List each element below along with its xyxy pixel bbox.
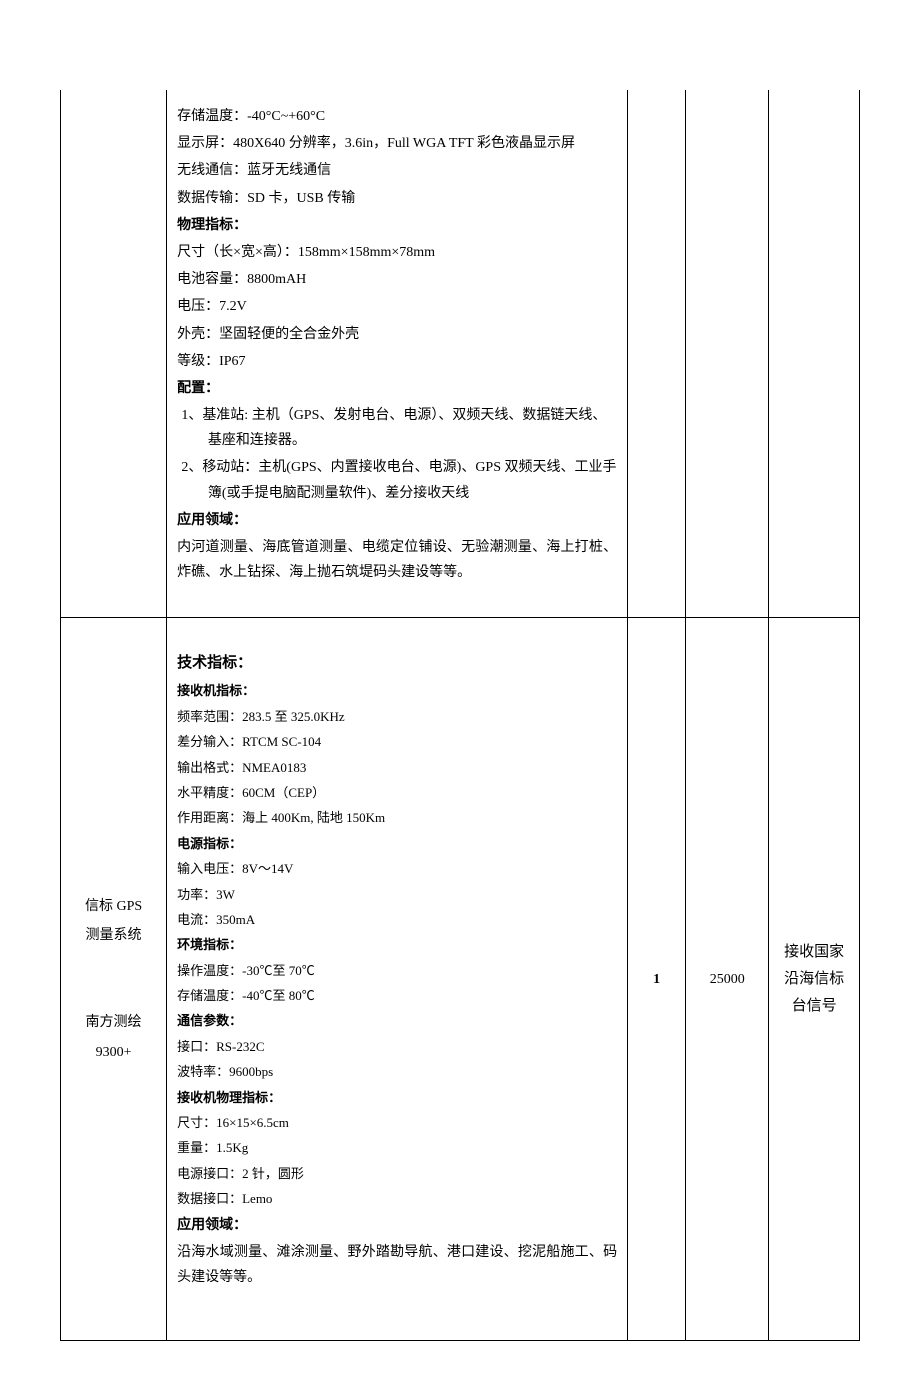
config1-label: 1、 (181, 408, 202, 423)
spec-table: 存储温度：-40°C~+60°C显示屏：480X640 分辨率，3.6in，Fu… (60, 90, 860, 1341)
spec-line: 显示屏：480X640 分辨率，3.6in，Full WGA TFT 彩色液晶显… (177, 131, 617, 156)
spec-line: 存储温度：-40°C~+60°C (177, 104, 617, 129)
config2-label: 2、 (181, 460, 202, 475)
spec-line: 波特率：9600bps (177, 1060, 617, 1083)
spec-line: 输入电压：8V～14V (177, 857, 617, 880)
spec-line: 频率范围：283.5 至 325.0KHz (177, 705, 617, 728)
cell-price-1 (686, 90, 769, 618)
spec-line: 电压：7.2V (177, 294, 617, 319)
product-name-line (71, 981, 156, 1006)
cell-qty-1 (628, 90, 686, 618)
spec-line: 功率：3W (177, 883, 617, 906)
config1-text: 基准站: 主机（GPS、发射电台、电源）、双频天线、数据链天线、基座和连接器。 (202, 408, 606, 448)
spec-line: 差分输入：RTCM SC-104 (177, 730, 617, 753)
spec-line: 接口：RS-232C (177, 1035, 617, 1058)
config2-text: 移动站：主机(GPS、内置接收电台、电源)、GPS 双频天线、工业手簿(或手提电… (202, 460, 616, 500)
spec-line: 作用距离：海上 400Km, 陆地 150Km (177, 806, 617, 829)
cell-spec-2: 技术指标： 接收机指标： 频率范围：283.5 至 325.0KHz差分输入：RT… (167, 618, 628, 1341)
spec-line: 等级：IP67 (177, 349, 617, 374)
spec-line: 重量：1.5Kg (177, 1136, 617, 1159)
spec-line: 电池容量：8800mAH (177, 267, 617, 292)
spec-line: 外壳：坚固轻便的全合金外壳 (177, 322, 617, 347)
spec-line: 水平精度：60CM（CEP） (177, 781, 617, 804)
spec-line: 配置： (177, 376, 617, 401)
cell-price-2: 25000 (686, 618, 769, 1341)
spec-line: 数据接口：Lemo (177, 1187, 617, 1210)
product-name-line: 南方测绘 (71, 1010, 156, 1035)
product-name-line (71, 952, 156, 977)
section-heading: 环境指标： (177, 933, 617, 956)
spec-line: 电源接口：2 针，圆形 (177, 1162, 617, 1185)
cell-qty-2: 1 (628, 618, 686, 1341)
spec-line: 尺寸：16×15×6.5cm (177, 1111, 617, 1134)
spec-line: 输出格式：NMEA0183 (177, 756, 617, 779)
spec-line: 操作温度：-30℃至 70℃ (177, 959, 617, 982)
product-name-line: 9300+ (71, 1040, 156, 1065)
spec-line: 存储温度：-40℃至 80℃ (177, 984, 617, 1007)
spec-line: 无线通信：蓝牙无线通信 (177, 158, 617, 183)
cell-product-name-1 (61, 90, 167, 618)
section-heading: 接收机指标： (177, 679, 617, 702)
table-row: 信标 GPS 测量系统 南方测绘 9300+ 技术指标： 接收机指标： 频率范围：28… (61, 618, 860, 1341)
cell-note-1 (769, 90, 860, 618)
app-heading-2: 应用领域： (177, 1213, 617, 1238)
cell-note-2: 接收国家沿海信标台信号 (769, 618, 860, 1341)
product-name-line: 测量系统 (71, 923, 156, 948)
app-text-1: 内河道测量、海底管道测量、电缆定位铺设、无验潮测量、海上打桩、炸礁、水上钻探、海… (177, 535, 617, 585)
section-heading: 通信参数： (177, 1009, 617, 1032)
cell-spec-1: 存储温度：-40°C~+60°C显示屏：480X640 分辨率，3.6in，Fu… (167, 90, 628, 618)
section-heading: 接收机物理指标： (177, 1086, 617, 1109)
spec-line: 电流：350mA (177, 908, 617, 931)
app-text-2: 沿海水域测量、滩涂测量、野外踏勘导航、港口建设、挖泥船施工、码头建设等等。 (177, 1240, 617, 1290)
spec-line: 尺寸（长×宽×高）：158mm×158mm×78mm (177, 240, 617, 265)
section-heading: 电源指标： (177, 832, 617, 855)
cell-product-name-2: 信标 GPS 测量系统 南方测绘 9300+ (61, 618, 167, 1341)
table-row: 存储温度：-40°C~+60°C显示屏：480X640 分辨率，3.6in，Fu… (61, 90, 860, 618)
spec-line: 物理指标： (177, 213, 617, 238)
spec-line: 数据传输：SD 卡，USB 传输 (177, 186, 617, 211)
tech-heading: 技术指标： (177, 650, 617, 677)
app-heading-1: 应用领域： (177, 508, 617, 533)
product-name-line: 信标 GPS (71, 894, 156, 919)
